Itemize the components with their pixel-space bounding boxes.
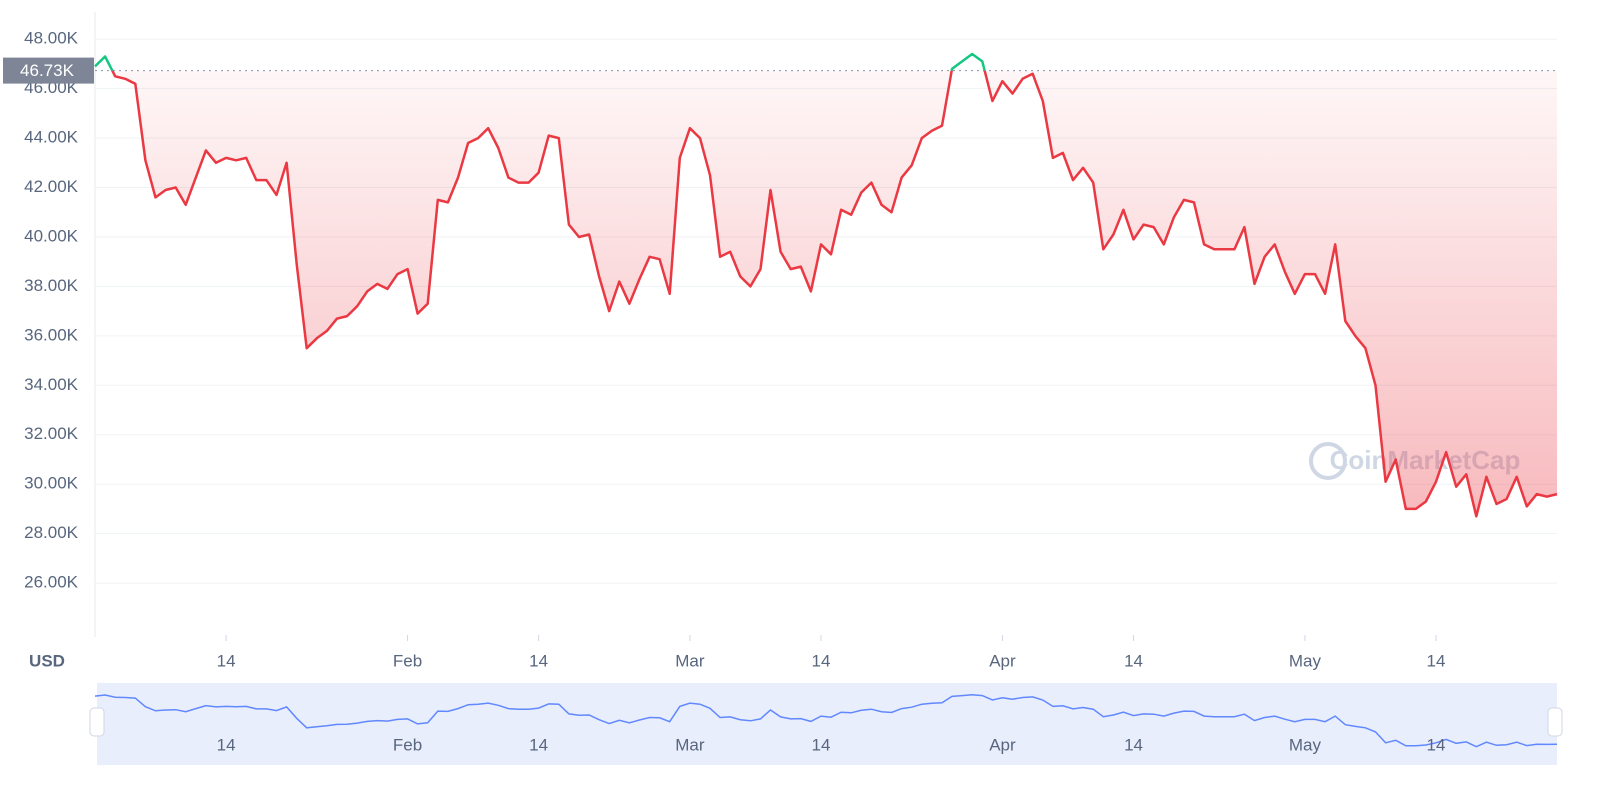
navigator-line — [94, 693, 1558, 748]
navigator-tick-label: 14 — [529, 735, 548, 754]
y-tick-label: 44.00K — [24, 128, 79, 147]
reference-label-box — [3, 57, 94, 84]
x-tick-label: 14 — [811, 651, 830, 670]
price-line-down — [110, 70, 1558, 518]
y-tick-label: 38.00K — [24, 276, 79, 295]
y-tick-label: 40.00K — [24, 226, 79, 245]
watermark-logo — [1309, 442, 1347, 480]
navigator-tick-label: 14 — [811, 735, 830, 754]
x-tick-label: 14 — [529, 651, 548, 670]
navigator-tick-label: Feb — [393, 735, 422, 754]
y-tick-label: 42.00K — [24, 177, 79, 196]
x-tick-label: May — [1289, 651, 1322, 670]
y-tick-label: 26.00K — [24, 573, 79, 592]
navigator-tick-label: 14 — [1427, 735, 1446, 754]
currency: USD — [29, 651, 65, 670]
x-tick-label: Apr — [989, 651, 1016, 670]
navigator-handle[interactable] — [1547, 707, 1563, 737]
y-tick-label: 48.00K — [24, 29, 79, 48]
y-tick-label: 28.00K — [24, 523, 79, 542]
x-tick-label: Feb — [393, 651, 422, 670]
y-tick-label: 32.00K — [24, 424, 79, 443]
x-tick-label: 14 — [1124, 651, 1143, 670]
x-tick-label: 14 — [1427, 651, 1446, 670]
y-tick-label: 30.00K — [24, 474, 79, 493]
y-tick-label: 36.00K — [24, 325, 79, 344]
x-tick-label: 14 — [217, 651, 236, 670]
navigator-handle[interactable] — [89, 707, 105, 737]
navigator-tick-label: Mar — [675, 735, 705, 754]
navigator-tick-label: 14 — [217, 735, 236, 754]
navigator-tick-label: 14 — [1124, 735, 1143, 754]
x-tick-label: Mar — [675, 651, 705, 670]
reference-label: 46.73K — [20, 61, 75, 80]
navigator-tick-label: May — [1289, 735, 1322, 754]
navigator-tick-label: Apr — [989, 735, 1016, 754]
area — [95, 70, 1557, 517]
y-tick-label: 34.00K — [24, 375, 79, 394]
